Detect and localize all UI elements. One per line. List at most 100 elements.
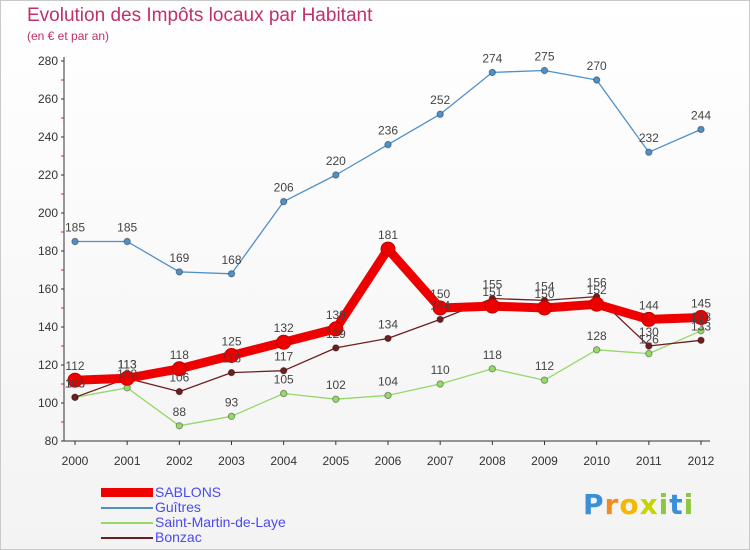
x-tick-label: 2011 [636,454,662,468]
logo-letter: P [583,488,605,521]
data-label: 270 [587,59,607,73]
x-tick-label: 2002 [166,454,193,468]
data-point [697,327,705,335]
data-label: 103 [65,376,85,390]
data-label: 206 [274,181,294,195]
y-tick-label: 240 [38,130,58,144]
data-point [171,361,187,377]
logo-letter: o [619,488,640,521]
data-label: 275 [534,50,554,64]
x-tick-label: 2003 [218,454,245,468]
data-point [227,270,236,278]
data-label: 152 [587,283,607,297]
data-label: 151 [482,285,502,299]
x-tick-label: 2007 [427,454,454,468]
data-label: 113 [118,357,137,371]
data-point [328,321,344,337]
proxiti-logo: Proxiti [583,488,694,521]
data-point [697,336,705,344]
data-point [71,393,79,401]
data-label: 128 [587,329,607,343]
data-label: 132 [274,321,294,335]
data-point [592,76,601,84]
data-label: 185 [65,221,85,235]
data-point [436,380,444,388]
data-label: 108 [117,367,137,381]
data-label: 156 [587,276,607,290]
data-label: 134 [378,317,398,331]
data-label: 252 [430,93,450,107]
data-label: 104 [378,374,398,388]
y-tick-label: 160 [38,282,58,296]
x-tick-label: 2010 [583,454,610,468]
x-tick-label: 2005 [322,454,349,468]
data-point [175,268,184,276]
data-point [67,372,83,388]
data-label: 168 [221,253,241,267]
legend-label: Saint-Martin-de-Laye [155,514,286,530]
y-tick-label: 260 [38,92,58,106]
y-tick-label: 140 [38,320,58,334]
data-point [432,300,448,316]
legend-swatch [101,537,153,539]
data-label: 185 [117,221,137,235]
data-point [227,412,236,420]
data-point [332,171,340,179]
data-point [175,422,184,430]
data-label: 93 [225,395,239,409]
legend-label: Guîtres [155,499,201,515]
data-point [693,310,709,325]
logo-letter: r [604,488,620,521]
x-tick-label: 2006 [375,454,402,468]
legend-label: SABLONS [155,484,222,500]
x-tick-label: 2008 [479,454,506,468]
legend-label: Bonzac [155,529,202,545]
data-point [537,300,552,316]
data-point [279,389,288,398]
data-label: 106 [169,371,189,385]
data-point [384,391,392,400]
data-point [645,342,653,350]
data-point [384,140,392,149]
chart-subtitle: (en € et par an) [27,29,110,43]
data-point [484,298,500,314]
data-label: 126 [639,333,659,347]
data-label: 105 [274,373,294,387]
data-point [645,349,653,358]
y-tick-label: 280 [38,54,58,68]
data-point [119,370,135,386]
data-label: 130 [639,325,659,339]
data-label: 181 [378,228,398,242]
data-point [279,367,288,375]
data-point [589,296,605,312]
logo-letter: i [683,488,695,521]
data-point [488,68,497,77]
data-label: 118 [170,348,189,362]
data-label: 150 [534,287,554,301]
data-point [384,334,392,343]
y-tick-label: 120 [38,358,58,372]
data-label: 154 [534,279,554,293]
data-point [332,344,340,352]
x-tick-label: 2009 [531,454,558,468]
data-label: 274 [482,51,502,65]
x-tick-label: 2012 [688,454,715,468]
data-label: 138 [691,310,711,324]
data-point [224,348,239,363]
data-label: 88 [173,405,187,419]
data-point [380,241,396,257]
chart-title: Evolution des Impôts locaux par Habitant [27,5,373,26]
data-label: 144 [430,298,450,312]
y-tick-label: 80 [45,434,59,448]
data-label: 169 [169,251,189,265]
data-label: 102 [326,378,346,392]
data-point [540,66,549,75]
logo-letter: t [669,488,684,521]
data-label: 125 [221,335,241,349]
data-point [641,311,657,327]
data-point [645,148,653,156]
data-label: 103 [65,376,85,390]
data-label: 244 [691,108,711,122]
